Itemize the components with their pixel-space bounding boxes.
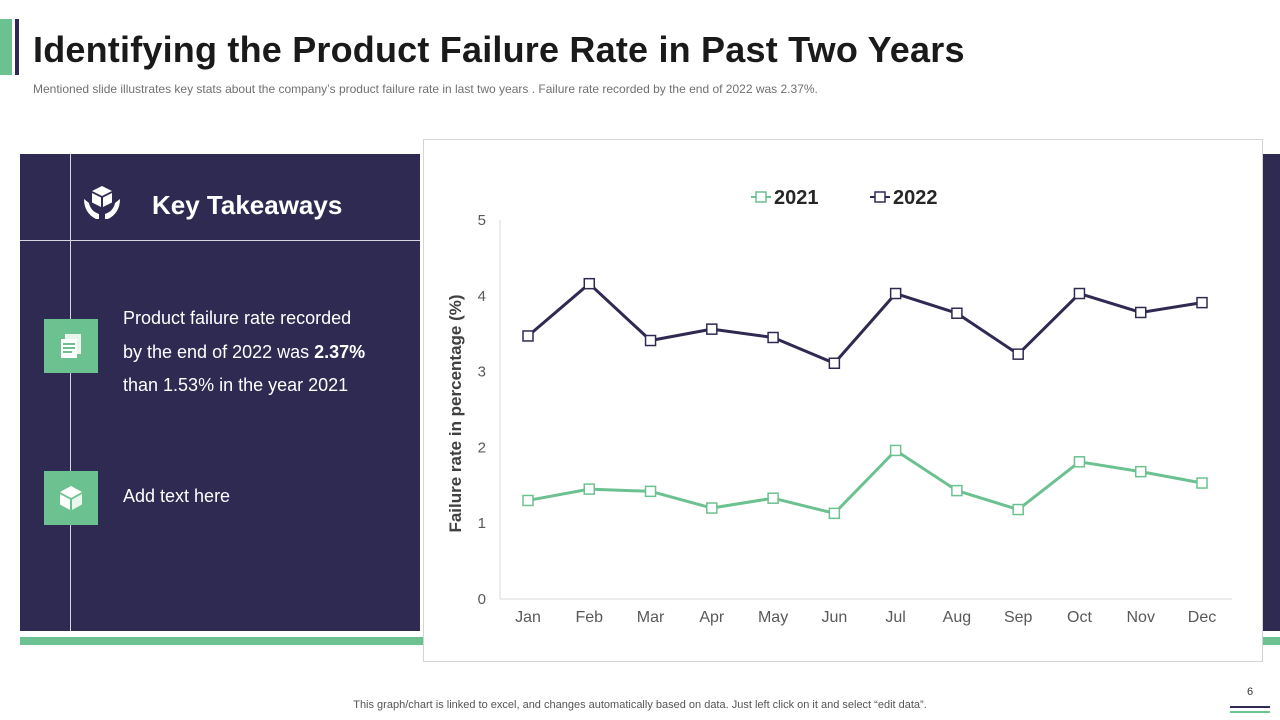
x-tick-label: Apr (699, 609, 725, 626)
data-point-2022 (644, 334, 657, 347)
legend-label-2021: 2021 (774, 187, 819, 209)
x-tick-label: Aug (943, 609, 971, 626)
data-point-2022 (583, 277, 596, 290)
data-point-2022 (951, 307, 963, 319)
series-line-2021 (527, 448, 1203, 515)
y-axis-label: Failure rate in percentage (%) (446, 294, 465, 532)
data-point-2022 (706, 323, 718, 335)
takeaway-icon-box-2 (44, 471, 98, 525)
takeaway-1-line-1: Product failure rate recorded (123, 308, 352, 328)
takeaway-1-line-3: than 1.53% in the year 2021 (123, 375, 349, 395)
page-number: 6 (1246, 686, 1254, 698)
x-tick-label: Jul (885, 609, 905, 626)
data-point-2021 (644, 485, 657, 498)
data-point-2022 (1012, 348, 1024, 360)
data-point-2021 (828, 507, 841, 520)
hands-box-icon (84, 186, 120, 219)
title-accent-green (0, 19, 12, 75)
takeaway-text-1: Product failure rate recorded by the end… (123, 302, 365, 403)
data-point-2021 (1134, 465, 1147, 478)
takeaway-icon-box-1 (44, 319, 98, 373)
data-point-2021 (583, 483, 596, 495)
data-point-2021 (951, 484, 963, 497)
x-tick-label: Feb (575, 609, 603, 626)
data-point-2022 (828, 357, 841, 370)
legend-label-2022: 2022 (893, 187, 938, 209)
y-tick-label: 4 (478, 288, 486, 305)
page-subtitle: Mentioned slide illustrates key stats ab… (33, 82, 818, 96)
x-tick-label: Jun (821, 609, 847, 626)
data-point-2022 (1196, 296, 1208, 309)
data-point-2021 (706, 502, 718, 514)
y-tick-label: 3 (478, 364, 486, 381)
data-point-2022 (522, 330, 534, 342)
data-point-2021 (522, 494, 534, 507)
takeaway-text-2: Add text here (123, 486, 231, 506)
x-tick-label: Nov (1127, 609, 1155, 626)
y-tick-label: 5 (478, 212, 486, 229)
key-takeaways-panel: Key Takeaways Product failure rate recor… (20, 154, 420, 631)
series-line-2022 (527, 282, 1203, 365)
legend-marker-2021 (755, 191, 767, 203)
x-tick-label: Mar (637, 609, 665, 626)
documents-icon (61, 334, 81, 358)
x-tick-label: May (758, 609, 788, 626)
data-point-2021 (1196, 477, 1208, 489)
x-tick-label: Sep (1004, 609, 1033, 626)
y-tick-label: 1 (478, 515, 486, 532)
cube-icon (60, 486, 82, 510)
page-number-underline-navy (1230, 706, 1270, 708)
data-point-2021 (1012, 503, 1024, 516)
title-accent-navy (15, 19, 19, 75)
failure-rate-chart: 0 1 2 3 4 5 Jan Feb Mar Apr May Jun Jul Aug Sep Oct Nov D… (446, 187, 1232, 626)
legend-marker-2022 (874, 191, 886, 203)
x-tick-label: Dec (1188, 609, 1216, 626)
data-point-2021 (1073, 456, 1086, 468)
takeaway-1-line-2-prefix: by the end of 2022 was (123, 341, 315, 362)
page-title: Identifying the Product Failure Rate in … (33, 29, 965, 70)
data-point-2021 (767, 492, 779, 504)
right-accent-strip (1262, 154, 1280, 631)
page-number-underline-green (1230, 711, 1270, 713)
footer-note: This graph/chart is linked to excel, and… (353, 699, 927, 711)
data-point-2021 (889, 444, 902, 457)
y-tick-label: 2 (478, 439, 486, 456)
y-tick-label: 0 (478, 591, 486, 608)
data-point-2022 (889, 287, 902, 300)
key-takeaways-title: Key Takeaways (152, 190, 343, 220)
panel-horizontal-divider (20, 240, 420, 241)
takeaway-1-highlight: 2.37% (314, 341, 366, 362)
data-point-2022 (1073, 287, 1086, 300)
chart-card: 0 1 2 3 4 5 Jan Feb Mar Apr May Jun Jul Aug Sep Oct Nov D… (423, 139, 1263, 662)
data-point-2022 (1134, 306, 1147, 319)
x-tick-label: Jan (515, 609, 541, 626)
x-tick-label: Oct (1067, 609, 1092, 626)
data-point-2022 (767, 331, 779, 344)
panel-vertical-divider (70, 154, 71, 631)
